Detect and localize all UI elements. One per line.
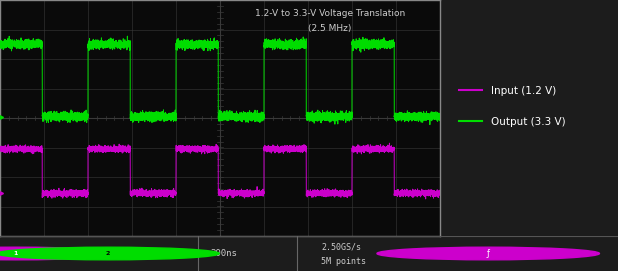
Text: 2.00 V: 2.00 V: [122, 249, 154, 258]
Text: (2.5 MHz): (2.5 MHz): [308, 24, 352, 33]
Text: ƒ: ƒ: [487, 249, 489, 258]
Legend: Input (1.2 V), Output (3.3 V): Input (1.2 V), Output (3.3 V): [454, 80, 570, 132]
Text: 2: 2: [106, 251, 111, 256]
Text: 200ns: 200ns: [210, 249, 237, 258]
Text: 2.00 V: 2.00 V: [30, 249, 62, 258]
Text: 1.2-V to 3.3-V Voltage Translation: 1.2-V to 3.3-V Voltage Translation: [255, 9, 405, 18]
Text: 1.24 V: 1.24 V: [502, 249, 534, 258]
Text: 1: 1: [13, 251, 18, 256]
Text: 5M points: 5M points: [321, 257, 366, 266]
Text: 2.50GS/s: 2.50GS/s: [321, 243, 362, 252]
Circle shape: [0, 247, 127, 260]
Circle shape: [0, 247, 219, 260]
Circle shape: [377, 247, 599, 260]
